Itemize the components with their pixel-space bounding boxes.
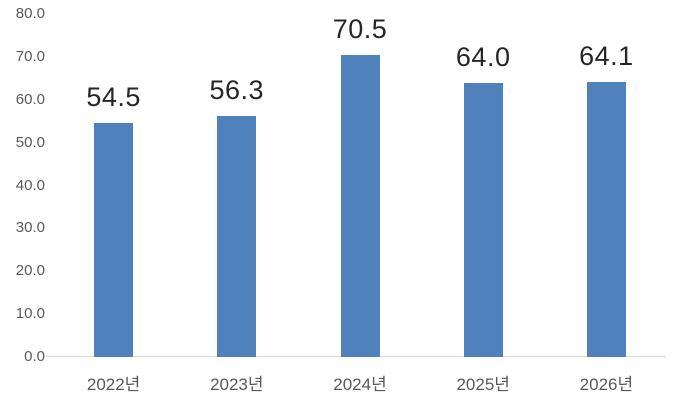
data-label-2025년: 64.0 <box>455 42 511 72</box>
data-label-2023년: 56.3 <box>209 75 265 105</box>
x-axis-tick-label: 2022년 <box>86 375 141 394</box>
data-label-2022년: 54.5 <box>86 82 141 112</box>
y-axis-tick-label: 20.0 <box>15 262 45 280</box>
y-axis-tick-label: 50.0 <box>15 133 45 151</box>
y-axis-tick-label: 40.0 <box>15 176 45 194</box>
y-axis-tick-label: 80.0 <box>15 5 45 22</box>
y-axis-tick-label: 10.0 <box>15 305 45 323</box>
bar-2025년 <box>463 83 503 357</box>
data-label-2026년: 64.1 <box>579 41 634 71</box>
data-label-2024년: 70.5 <box>332 14 388 44</box>
y-axis-tick-label: 0.0 <box>24 348 45 365</box>
y-axis-tick-label: 70.0 <box>15 47 45 65</box>
x-axis-tick-label: 2023년 <box>210 375 264 394</box>
y-axis-tick-label: 30.0 <box>15 219 45 237</box>
x-axis-tick-label: 2026년 <box>579 375 634 394</box>
bar-2023년 <box>217 116 257 357</box>
bar-2024년 <box>340 55 380 357</box>
x-axis-tick-label: 2025년 <box>456 375 510 394</box>
x-axis-tick-label: 2024년 <box>333 375 387 394</box>
bar-2026년 <box>586 82 626 357</box>
bar-2022년 <box>94 123 134 357</box>
y-axis-tick-label: 60.0 <box>15 90 45 108</box>
